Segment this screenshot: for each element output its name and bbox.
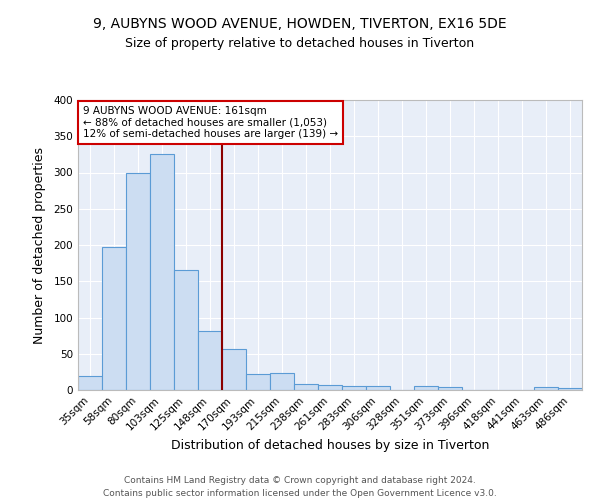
Text: Contains HM Land Registry data © Crown copyright and database right 2024.
Contai: Contains HM Land Registry data © Crown c… (103, 476, 497, 498)
Bar (150, 154, 174, 390)
Bar (222, 348, 246, 390)
Y-axis label: Number of detached properties: Number of detached properties (34, 146, 46, 344)
Bar (558, 388, 582, 390)
Bar (198, 330, 222, 390)
Bar (126, 173, 150, 390)
Bar (270, 374, 294, 390)
Bar (438, 387, 462, 390)
Bar (78, 376, 102, 390)
Bar (534, 387, 558, 390)
Bar (102, 247, 126, 390)
Bar (414, 386, 438, 390)
Bar (342, 386, 366, 390)
Bar (294, 384, 318, 390)
Text: 9, AUBYNS WOOD AVENUE, HOWDEN, TIVERTON, EX16 5DE: 9, AUBYNS WOOD AVENUE, HOWDEN, TIVERTON,… (93, 18, 507, 32)
Bar (246, 374, 270, 390)
X-axis label: Distribution of detached houses by size in Tiverton: Distribution of detached houses by size … (171, 438, 489, 452)
Bar (174, 270, 198, 390)
Text: Size of property relative to detached houses in Tiverton: Size of property relative to detached ho… (125, 38, 475, 51)
Bar (318, 385, 342, 390)
Bar (366, 386, 390, 390)
Text: 9 AUBYNS WOOD AVENUE: 161sqm
← 88% of detached houses are smaller (1,053)
12% of: 9 AUBYNS WOOD AVENUE: 161sqm ← 88% of de… (83, 106, 338, 139)
